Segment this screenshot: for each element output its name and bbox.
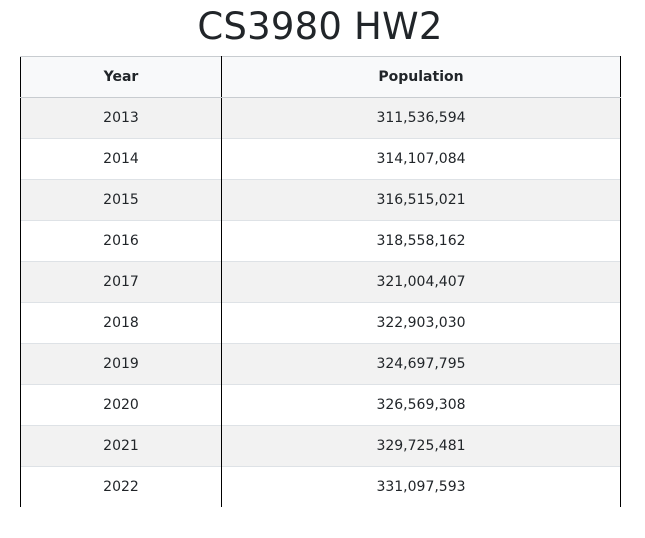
table-row: 2022 331,097,593 — [20, 466, 621, 507]
population-table-container: Year Population 2013 311,536,594 2014 31… — [20, 56, 621, 507]
year-cell: 2020 — [20, 384, 222, 426]
year-cell: 2021 — [20, 425, 222, 467]
population-cell: 326,569,308 — [221, 384, 621, 426]
table-row: 2020 326,569,308 — [20, 384, 621, 426]
population-cell: 318,558,162 — [221, 220, 621, 262]
table-body: 2013 311,536,594 2014 314,107,084 2015 3… — [20, 97, 621, 507]
year-cell: 2018 — [20, 302, 222, 344]
year-cell: 2013 — [20, 97, 222, 139]
table-row: 2016 318,558,162 — [20, 220, 621, 262]
column-header-year: Year — [20, 56, 222, 98]
population-cell: 322,903,030 — [221, 302, 621, 344]
table-row: 2013 311,536,594 — [20, 97, 621, 139]
population-cell: 314,107,084 — [221, 138, 621, 180]
year-cell: 2017 — [20, 261, 222, 303]
year-cell: 2022 — [20, 466, 222, 507]
population-cell: 331,097,593 — [221, 466, 621, 507]
population-cell: 316,515,021 — [221, 179, 621, 221]
population-table: Year Population 2013 311,536,594 2014 31… — [20, 56, 621, 507]
header-row: Year Population — [20, 56, 621, 98]
year-cell: 2019 — [20, 343, 222, 385]
population-cell: 311,536,594 — [221, 97, 621, 139]
table-row: 2019 324,697,795 — [20, 343, 621, 385]
year-cell: 2014 — [20, 138, 222, 180]
column-header-population: Population — [221, 56, 621, 98]
table-row: 2018 322,903,030 — [20, 302, 621, 344]
table-row: 2017 321,004,407 — [20, 261, 621, 303]
year-cell: 2016 — [20, 220, 222, 262]
year-cell: 2015 — [20, 179, 222, 221]
population-cell: 324,697,795 — [221, 343, 621, 385]
table-row: 2015 316,515,021 — [20, 179, 621, 221]
table-header: Year Population — [20, 56, 621, 98]
table-row: 2021 329,725,481 — [20, 425, 621, 467]
population-cell: 329,725,481 — [221, 425, 621, 467]
page-title: CS3980 HW2 — [197, 5, 443, 48]
table-row: 2014 314,107,084 — [20, 138, 621, 180]
population-cell: 321,004,407 — [221, 261, 621, 303]
